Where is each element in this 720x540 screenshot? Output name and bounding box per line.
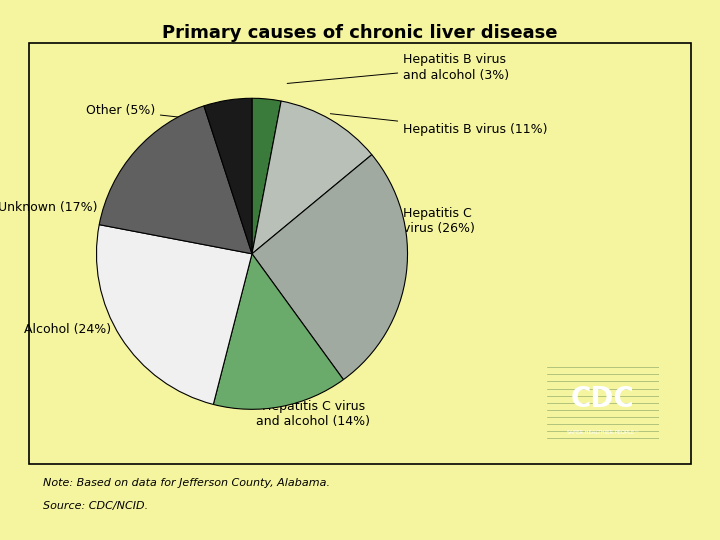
Wedge shape [252, 154, 408, 380]
Text: Hepatitis B virus (11%): Hepatitis B virus (11%) [330, 114, 548, 136]
Wedge shape [204, 98, 252, 254]
Text: Hepatitis C virus
and alcohol (14%): Hepatitis C virus and alcohol (14%) [256, 343, 370, 428]
Text: Alcohol (24%): Alcohol (24%) [24, 323, 184, 336]
Text: Unknown (17%): Unknown (17%) [0, 201, 166, 221]
Text: CDC: CDC [571, 384, 635, 413]
Text: Hepatitis B virus
and alcohol (3%): Hepatitis B virus and alcohol (3%) [287, 53, 509, 84]
Text: Primary causes of chronic liver disease: Primary causes of chronic liver disease [162, 24, 558, 42]
Wedge shape [252, 101, 372, 254]
Wedge shape [96, 225, 252, 404]
Wedge shape [252, 98, 281, 254]
Text: Hepatitis C
virus (26%): Hepatitis C virus (26%) [338, 206, 475, 235]
Text: Source: CDC/NCID.: Source: CDC/NCID. [43, 501, 148, 511]
Text: SAFER·HEALTHIER·PEOPLE™: SAFER·HEALTHIER·PEOPLE™ [566, 430, 640, 435]
Wedge shape [99, 106, 252, 254]
Wedge shape [213, 254, 343, 409]
Text: Other (5%): Other (5%) [86, 104, 217, 121]
Text: Note: Based on data for Jefferson County, Alabama.: Note: Based on data for Jefferson County… [43, 478, 330, 488]
